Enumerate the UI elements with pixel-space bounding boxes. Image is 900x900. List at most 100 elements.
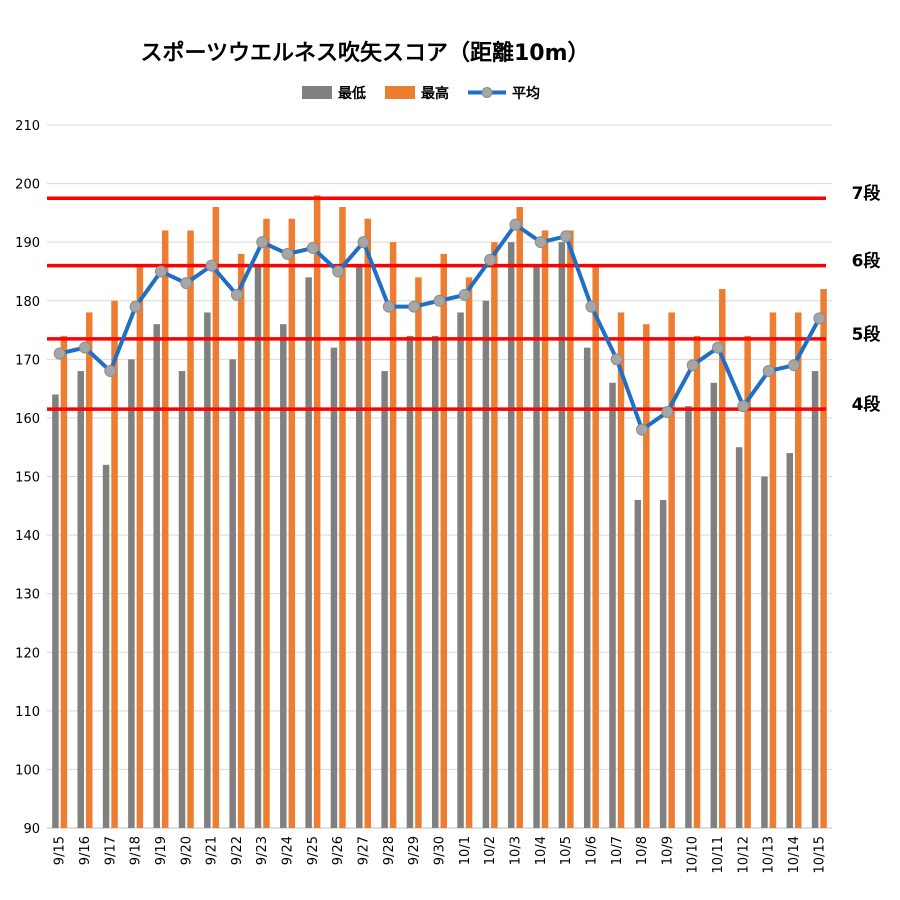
y-tick-label: 160: [15, 412, 40, 427]
x-tick-label: 10/11: [711, 836, 726, 873]
x-axis: 9/15 9/16 9/17 9/18 9/19 9/20 9/21 9/22 9/23 9/24…: [53, 836, 828, 873]
average-point: [458, 288, 471, 301]
reference-line-label: 6段: [852, 251, 881, 272]
x-tick-label: 9/18: [129, 836, 144, 865]
average-point: [661, 406, 674, 419]
average-point: [762, 365, 775, 378]
bar-min: [128, 359, 135, 828]
bar-max: [491, 242, 498, 828]
x-tick-label: 10/5: [559, 836, 574, 865]
x-tick-label: 9/22: [230, 836, 245, 865]
bar-min: [685, 406, 692, 828]
y-tick-label: 100: [15, 763, 40, 778]
average-point: [154, 265, 167, 278]
reference-line-label: 5段: [852, 324, 881, 345]
bar-min: [533, 265, 540, 829]
x-tick-label: 9/17: [103, 836, 118, 865]
bar-min: [659, 499, 667, 828]
average-point: [382, 300, 395, 313]
y-tick-label: 170: [15, 353, 40, 368]
bar-min: [457, 312, 464, 828]
bar-min: [381, 371, 388, 828]
x-tick-label: 10/4: [534, 836, 549, 865]
bar-min: [634, 499, 642, 828]
x-tick-label: 10/13: [762, 836, 777, 873]
x-tick-label: 10/1: [458, 836, 473, 865]
bar-max: [769, 312, 777, 828]
x-tick-label: 9/19: [154, 836, 169, 865]
bar-max: [313, 195, 321, 829]
average-point: [534, 236, 547, 249]
legend-label: 平均: [512, 85, 540, 102]
average-point: [585, 300, 598, 313]
reference-line-label: 7段: [852, 183, 881, 204]
x-tick-label: 9/15: [53, 836, 68, 865]
bar-max: [440, 253, 447, 829]
bar-max: [60, 335, 68, 828]
x-tick-label: 10/6: [584, 836, 599, 865]
x-tick-label: 9/28: [382, 836, 397, 865]
bar-max: [187, 230, 194, 828]
bar-max: [389, 242, 397, 828]
average-point: [281, 247, 294, 260]
x-tick-label: 9/25: [306, 836, 321, 865]
x-tick-label: 9/24: [281, 836, 296, 865]
bar-max: [136, 265, 144, 829]
bar-max: [516, 207, 523, 828]
bar-max: [643, 324, 650, 828]
legend-swatch: [302, 86, 332, 99]
bar-min: [507, 242, 515, 828]
bar-min: [406, 335, 414, 828]
bar-max: [820, 289, 827, 828]
average-point: [78, 341, 91, 354]
average-point: [129, 300, 142, 313]
average-point: [712, 341, 725, 354]
average-point: [53, 347, 66, 360]
legend-swatch-marker: [481, 87, 493, 98]
x-tick-label: 10/2: [483, 836, 498, 865]
bar-min: [330, 347, 338, 828]
bar-min: [811, 371, 819, 828]
x-tick-label: 9/29: [407, 836, 422, 865]
bar-max: [719, 289, 726, 828]
x-tick-label: 10/7: [610, 836, 625, 865]
bar-max: [617, 312, 625, 828]
bar-max: [339, 207, 346, 828]
y-axis: 90 100 110 120 130 140 150 160 170 180 190 200 210: [15, 119, 40, 837]
bar-max: [668, 312, 675, 828]
y-tick-label: 150: [15, 471, 40, 486]
x-tick-label: 9/20: [179, 836, 194, 865]
average-point: [610, 353, 623, 366]
reference-line-label: 4段: [852, 394, 881, 415]
bar-max: [541, 230, 549, 828]
bar-min: [229, 359, 236, 828]
x-tick-label: 10/9: [660, 836, 675, 865]
y-tick-label: 130: [15, 588, 40, 603]
bar-min: [178, 371, 186, 828]
average-point: [332, 265, 345, 278]
bar-min: [52, 394, 59, 828]
average-point: [256, 236, 269, 249]
bar-min: [77, 371, 84, 828]
average-point: [205, 259, 218, 272]
bar-min: [558, 242, 566, 828]
x-tick-label: 10/14: [787, 836, 802, 873]
bar-min: [305, 277, 312, 829]
bar-max: [693, 335, 701, 828]
bars: [52, 195, 827, 829]
gridlines: [47, 124, 832, 829]
average-point: [306, 242, 319, 255]
x-tick-label: 10/3: [508, 836, 523, 865]
x-tick-label: 10/12: [736, 836, 751, 873]
average-point: [408, 300, 421, 313]
bar-min: [432, 335, 439, 828]
bar-max: [237, 253, 245, 829]
average-point: [686, 359, 699, 372]
average-point: [560, 230, 573, 243]
bar-min: [761, 476, 768, 828]
bar-max: [592, 265, 599, 829]
bar-max: [212, 207, 220, 828]
legend: 最低 最高 平均: [302, 85, 540, 102]
bar-max: [465, 277, 473, 829]
